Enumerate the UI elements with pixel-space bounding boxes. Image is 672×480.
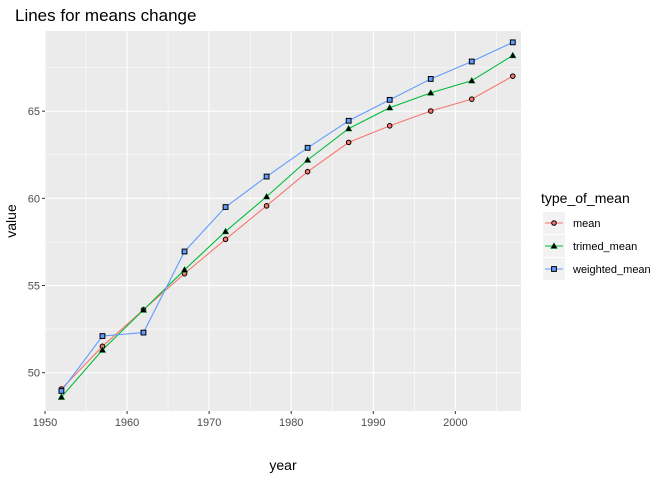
series-line-weighted_mean xyxy=(60,41,514,392)
point-mean xyxy=(345,139,352,146)
point-trimed_mean xyxy=(180,266,189,273)
point-weighted_mean xyxy=(468,58,475,65)
point-trimed_mean xyxy=(98,346,107,353)
x-tick-label: 1960 xyxy=(115,417,139,429)
point-trimed_mean xyxy=(344,124,353,132)
x-tick-label: 1980 xyxy=(279,417,303,429)
x-axis-title: year xyxy=(269,457,297,473)
legend-key-marker xyxy=(551,220,557,226)
point-weighted_mean xyxy=(345,117,352,124)
point-mean xyxy=(304,168,311,175)
point-weighted_mean xyxy=(427,76,434,82)
chart-title: Lines for means change xyxy=(15,6,196,25)
legend-label-mean: mean xyxy=(573,218,601,230)
point-weighted_mean xyxy=(509,39,516,46)
x-tick-label: 1990 xyxy=(361,417,385,429)
y-tick-label: 55 xyxy=(28,280,40,292)
x-tick-label: 1950 xyxy=(33,417,57,429)
legend-label-weighted_mean: weighted_mean xyxy=(572,264,651,276)
x-tick-label: 1970 xyxy=(197,417,221,429)
point-weighted_mean xyxy=(304,144,311,151)
point-weighted_mean xyxy=(58,388,65,394)
y-tick-label: 65 xyxy=(28,106,40,118)
series-points xyxy=(57,39,517,400)
point-weighted_mean xyxy=(386,96,393,103)
point-weighted_mean xyxy=(263,173,270,180)
y-tick-label: 50 xyxy=(28,368,40,380)
plot-panel xyxy=(45,31,521,411)
point-weighted_mean xyxy=(140,329,147,336)
point-trimed_mean xyxy=(57,393,66,400)
legend-title: type_of_mean xyxy=(541,190,630,206)
point-trimed_mean xyxy=(468,76,476,84)
point-mean xyxy=(427,108,434,114)
point-trimed_mean xyxy=(262,192,271,200)
point-mean xyxy=(222,236,229,243)
point-trimed_mean xyxy=(139,306,148,313)
point-trimed_mean xyxy=(509,51,517,59)
legend: type_of_mean mean trimed_mean weighted_mea… xyxy=(541,190,651,280)
point-trimed_mean xyxy=(221,227,230,235)
major-gridlines xyxy=(44,31,521,411)
legend-key-marker xyxy=(550,242,558,249)
point-weighted_mean xyxy=(181,248,188,255)
point-mean xyxy=(263,203,270,209)
point-weighted_mean xyxy=(99,333,106,339)
y-axis-title: value xyxy=(3,204,19,238)
point-weighted_mean xyxy=(222,204,229,210)
y-tick-labels: 50 55 60 65 xyxy=(28,106,40,379)
x-tick-labels: 1950 1960 1970 1980 1990 2000 xyxy=(33,417,468,429)
series-line-trimed_mean xyxy=(60,54,514,398)
point-trimed_mean xyxy=(426,89,435,96)
point-mean xyxy=(468,96,475,102)
legend-key-marker xyxy=(551,266,557,272)
point-mean xyxy=(386,123,393,129)
axis-ticks xyxy=(42,110,456,414)
legend-label-trimed_mean: trimed_mean xyxy=(573,241,637,253)
point-trimed_mean xyxy=(385,103,394,111)
y-tick-label: 60 xyxy=(28,193,40,205)
point-trimed_mean xyxy=(303,156,312,163)
point-mean xyxy=(509,73,516,79)
series-lines xyxy=(60,41,514,398)
x-tick-label: 2000 xyxy=(443,417,467,429)
